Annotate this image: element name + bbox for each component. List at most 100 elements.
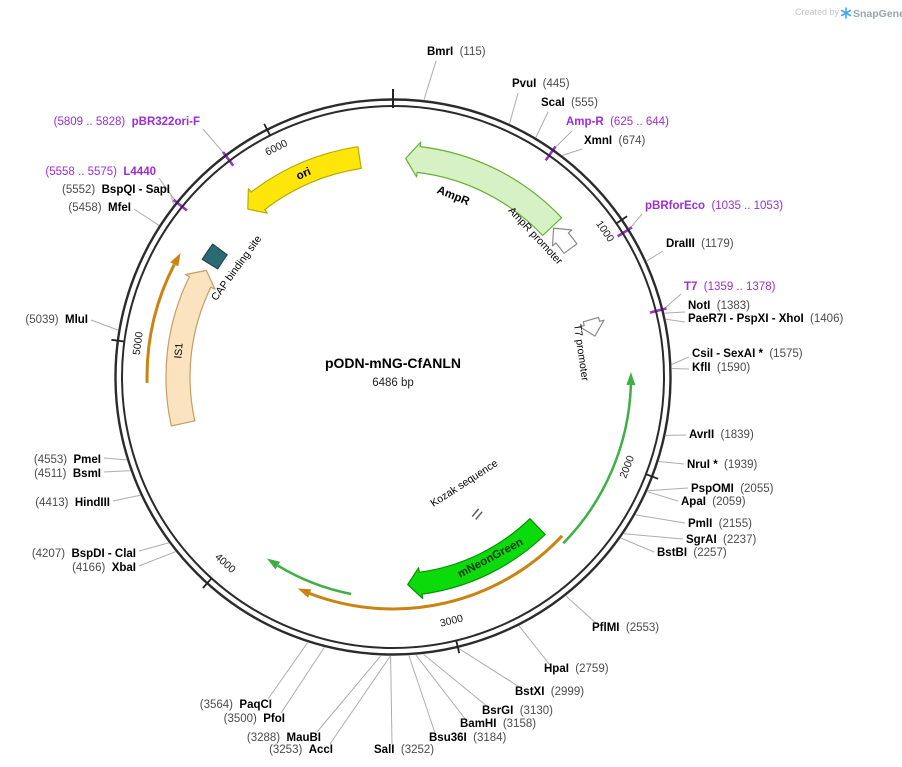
restriction-site-label-XbaI: (4166) XbaI bbox=[72, 562, 136, 574]
feature-mneongreen bbox=[407, 518, 546, 600]
restriction-site-label-PmeI: (4553) PmeI bbox=[34, 454, 101, 466]
leader-line-BspDI - ClaI bbox=[138, 542, 169, 552]
feature-label-ori: ori bbox=[295, 166, 313, 183]
leader-line-Bsu36I bbox=[408, 655, 436, 734]
restriction-site-label-SgrAI: SgrAI (2237) bbox=[686, 534, 756, 546]
restriction-site-label-KflI: KflI (1590) bbox=[692, 362, 750, 374]
restriction-site-label-BspQI - SapI: (5552) BspQI - SapI bbox=[62, 184, 170, 196]
scale-tick-label-3000: 3000 bbox=[439, 612, 465, 629]
scale-tick-5000 bbox=[111, 338, 125, 343]
leader-line-BstXI bbox=[458, 647, 522, 689]
leader-line-AccI bbox=[329, 655, 391, 745]
leader-line-ApaI bbox=[647, 491, 679, 502]
scale-tick-3000 bbox=[455, 640, 461, 654]
restriction-site-label-PfoI: (3500) PfoI bbox=[224, 713, 285, 725]
scale-tick-2000 bbox=[645, 473, 659, 480]
feature-t7-promoter bbox=[579, 316, 605, 337]
feature-arc-arc-left bbox=[145, 263, 176, 383]
leader-line-SgrAI bbox=[623, 533, 684, 540]
restriction-site-label-MluI: (5039) MluI bbox=[25, 314, 88, 326]
plasmid-size: 6486 bp bbox=[372, 377, 414, 389]
feature-arc-cds-arc-right bbox=[562, 384, 633, 545]
scale-tick-label-1000: 1000 bbox=[593, 218, 616, 244]
restriction-site-label-Bsu36I: Bsu36I (3184) bbox=[429, 732, 507, 744]
snapgene-brand: SnapGene bbox=[853, 8, 902, 20]
primer-label-L4440: (5558 .. 5575) L4440 bbox=[45, 166, 156, 178]
leader-line-CsiI - SexAI * bbox=[671, 356, 690, 365]
snapgene-logo-icon bbox=[840, 7, 852, 19]
scale-tick-label-5000: 5000 bbox=[131, 331, 146, 356]
feature-arc-orf-arc-bottom bbox=[309, 534, 564, 611]
feature-label-is1: IS1 bbox=[172, 342, 185, 359]
leader-line-L4440 bbox=[158, 177, 177, 202]
restriction-site-label-NotI: NotI (1383) bbox=[688, 300, 750, 312]
feature-label-kozak-sequence: Kozak sequence bbox=[429, 457, 501, 509]
restriction-site-label-MfeI: (5458) MfeI bbox=[68, 202, 131, 214]
scale-tick-label-2000: 2000 bbox=[618, 454, 638, 480]
leader-line-MluI bbox=[90, 319, 119, 331]
leader-line-NruI * bbox=[658, 461, 685, 465]
leader-line-MauBI bbox=[316, 655, 382, 733]
restriction-site-label-BspDI - ClaI: (4207) BspDI - ClaI bbox=[32, 548, 136, 560]
feature-arc-head-arc-left bbox=[170, 253, 181, 267]
leader-line-BstBI bbox=[620, 537, 655, 553]
scale-tick-4000 bbox=[202, 577, 213, 589]
restriction-site-label-PspOMI: PspOMI (2055) bbox=[691, 483, 774, 495]
plasmid-map-dynamic-layer: 1000 2000 3000 4000 5000 6000 BmrI (115) PvuI (… bbox=[25, 46, 843, 756]
restriction-site-label-SalI: SalI (3252) bbox=[374, 744, 434, 756]
restriction-site-label-PaeR7I - PspXI - XhoI: PaeR7I - PspXI - XhoI (1406) bbox=[688, 313, 843, 325]
leader-line-HpaI bbox=[518, 625, 551, 666]
scale-tick-1000 bbox=[615, 215, 628, 225]
feature-arc-head-arc-bottom-left bbox=[266, 558, 281, 570]
restriction-site-label-BsmI: (4511) BsmI bbox=[34, 468, 101, 480]
feature-label-ampr: AmpR bbox=[435, 184, 472, 208]
restriction-site-label-DraIII: DraIII (1179) bbox=[666, 238, 734, 250]
leader-line-Amp-R bbox=[553, 130, 573, 150]
restriction-site-label-BmrI: BmrI (115) bbox=[427, 46, 486, 58]
restriction-site-label-AvrII: AvrII (1839) bbox=[689, 429, 754, 441]
feature-is1 bbox=[165, 269, 216, 427]
feature-arc-head-orf-arc-bottom bbox=[297, 588, 312, 598]
leader-line-DraIII bbox=[646, 250, 664, 262]
leader-line-BspQI - SapI bbox=[170, 194, 175, 205]
leader-line-BmrI bbox=[423, 60, 437, 100]
restriction-site-label-NruI *: NruI * (1939) bbox=[687, 459, 757, 471]
restriction-site-label-PmlI: PmlI (2155) bbox=[688, 518, 752, 530]
feature-break-mark-kozak-sequence bbox=[471, 508, 483, 520]
leader-line-pBR322ori-F bbox=[202, 128, 226, 155]
leader-line-BsmI bbox=[103, 470, 131, 473]
feature-ampr-promoter bbox=[551, 227, 578, 254]
restriction-site-label-BamHI: BamHI (3158) bbox=[460, 718, 536, 730]
leader-line-XmnI bbox=[562, 148, 583, 156]
restriction-site-label-ApaI: ApaI (2059) bbox=[681, 496, 746, 508]
leader-line-PfoI bbox=[280, 647, 325, 714]
primer-site-tick-L4440 bbox=[172, 198, 188, 212]
feature-ampr bbox=[405, 141, 563, 237]
restriction-site-label-PvuI: PvuI (445) bbox=[512, 78, 570, 90]
leader-line-KflI bbox=[671, 368, 690, 370]
feature-ori bbox=[247, 146, 362, 214]
scale-tick-label-4000: 4000 bbox=[212, 551, 238, 576]
leader-line-MfeI bbox=[133, 208, 160, 226]
feature-arc-arc-bottom-left bbox=[277, 564, 352, 596]
restriction-site-label-BstBI: BstBI (2257) bbox=[657, 547, 727, 559]
restriction-site-label-HindIII: (4413) HindIII bbox=[35, 497, 110, 509]
feature-arc-head-cds-arc-right bbox=[626, 372, 636, 386]
restriction-site-label-AccI: (3253) AccI bbox=[269, 744, 333, 756]
leader-line-ScaI bbox=[535, 111, 549, 138]
scale-tick-label-6000: 6000 bbox=[263, 137, 289, 158]
feature-cap-binding-site bbox=[201, 243, 228, 270]
restriction-site-label-BstXI: BstXI (2999) bbox=[515, 686, 584, 698]
leader-line-HindIII bbox=[112, 494, 141, 502]
scale-tick-6000 bbox=[263, 123, 271, 136]
leader-line-XbaI bbox=[138, 551, 176, 567]
leader-line-PmlI bbox=[635, 514, 686, 524]
leader-line-PspOMI bbox=[647, 487, 689, 492]
leader-line-BamHI bbox=[415, 654, 467, 721]
primer-site-tick-T7 bbox=[649, 307, 667, 314]
primer-site-tick-Amp-R bbox=[544, 145, 557, 162]
leader-line-pBRforEco bbox=[629, 213, 643, 230]
leader-line-NotI bbox=[664, 311, 686, 314]
leader-line-PaeR7I - PspXI - XhoI bbox=[665, 318, 686, 323]
